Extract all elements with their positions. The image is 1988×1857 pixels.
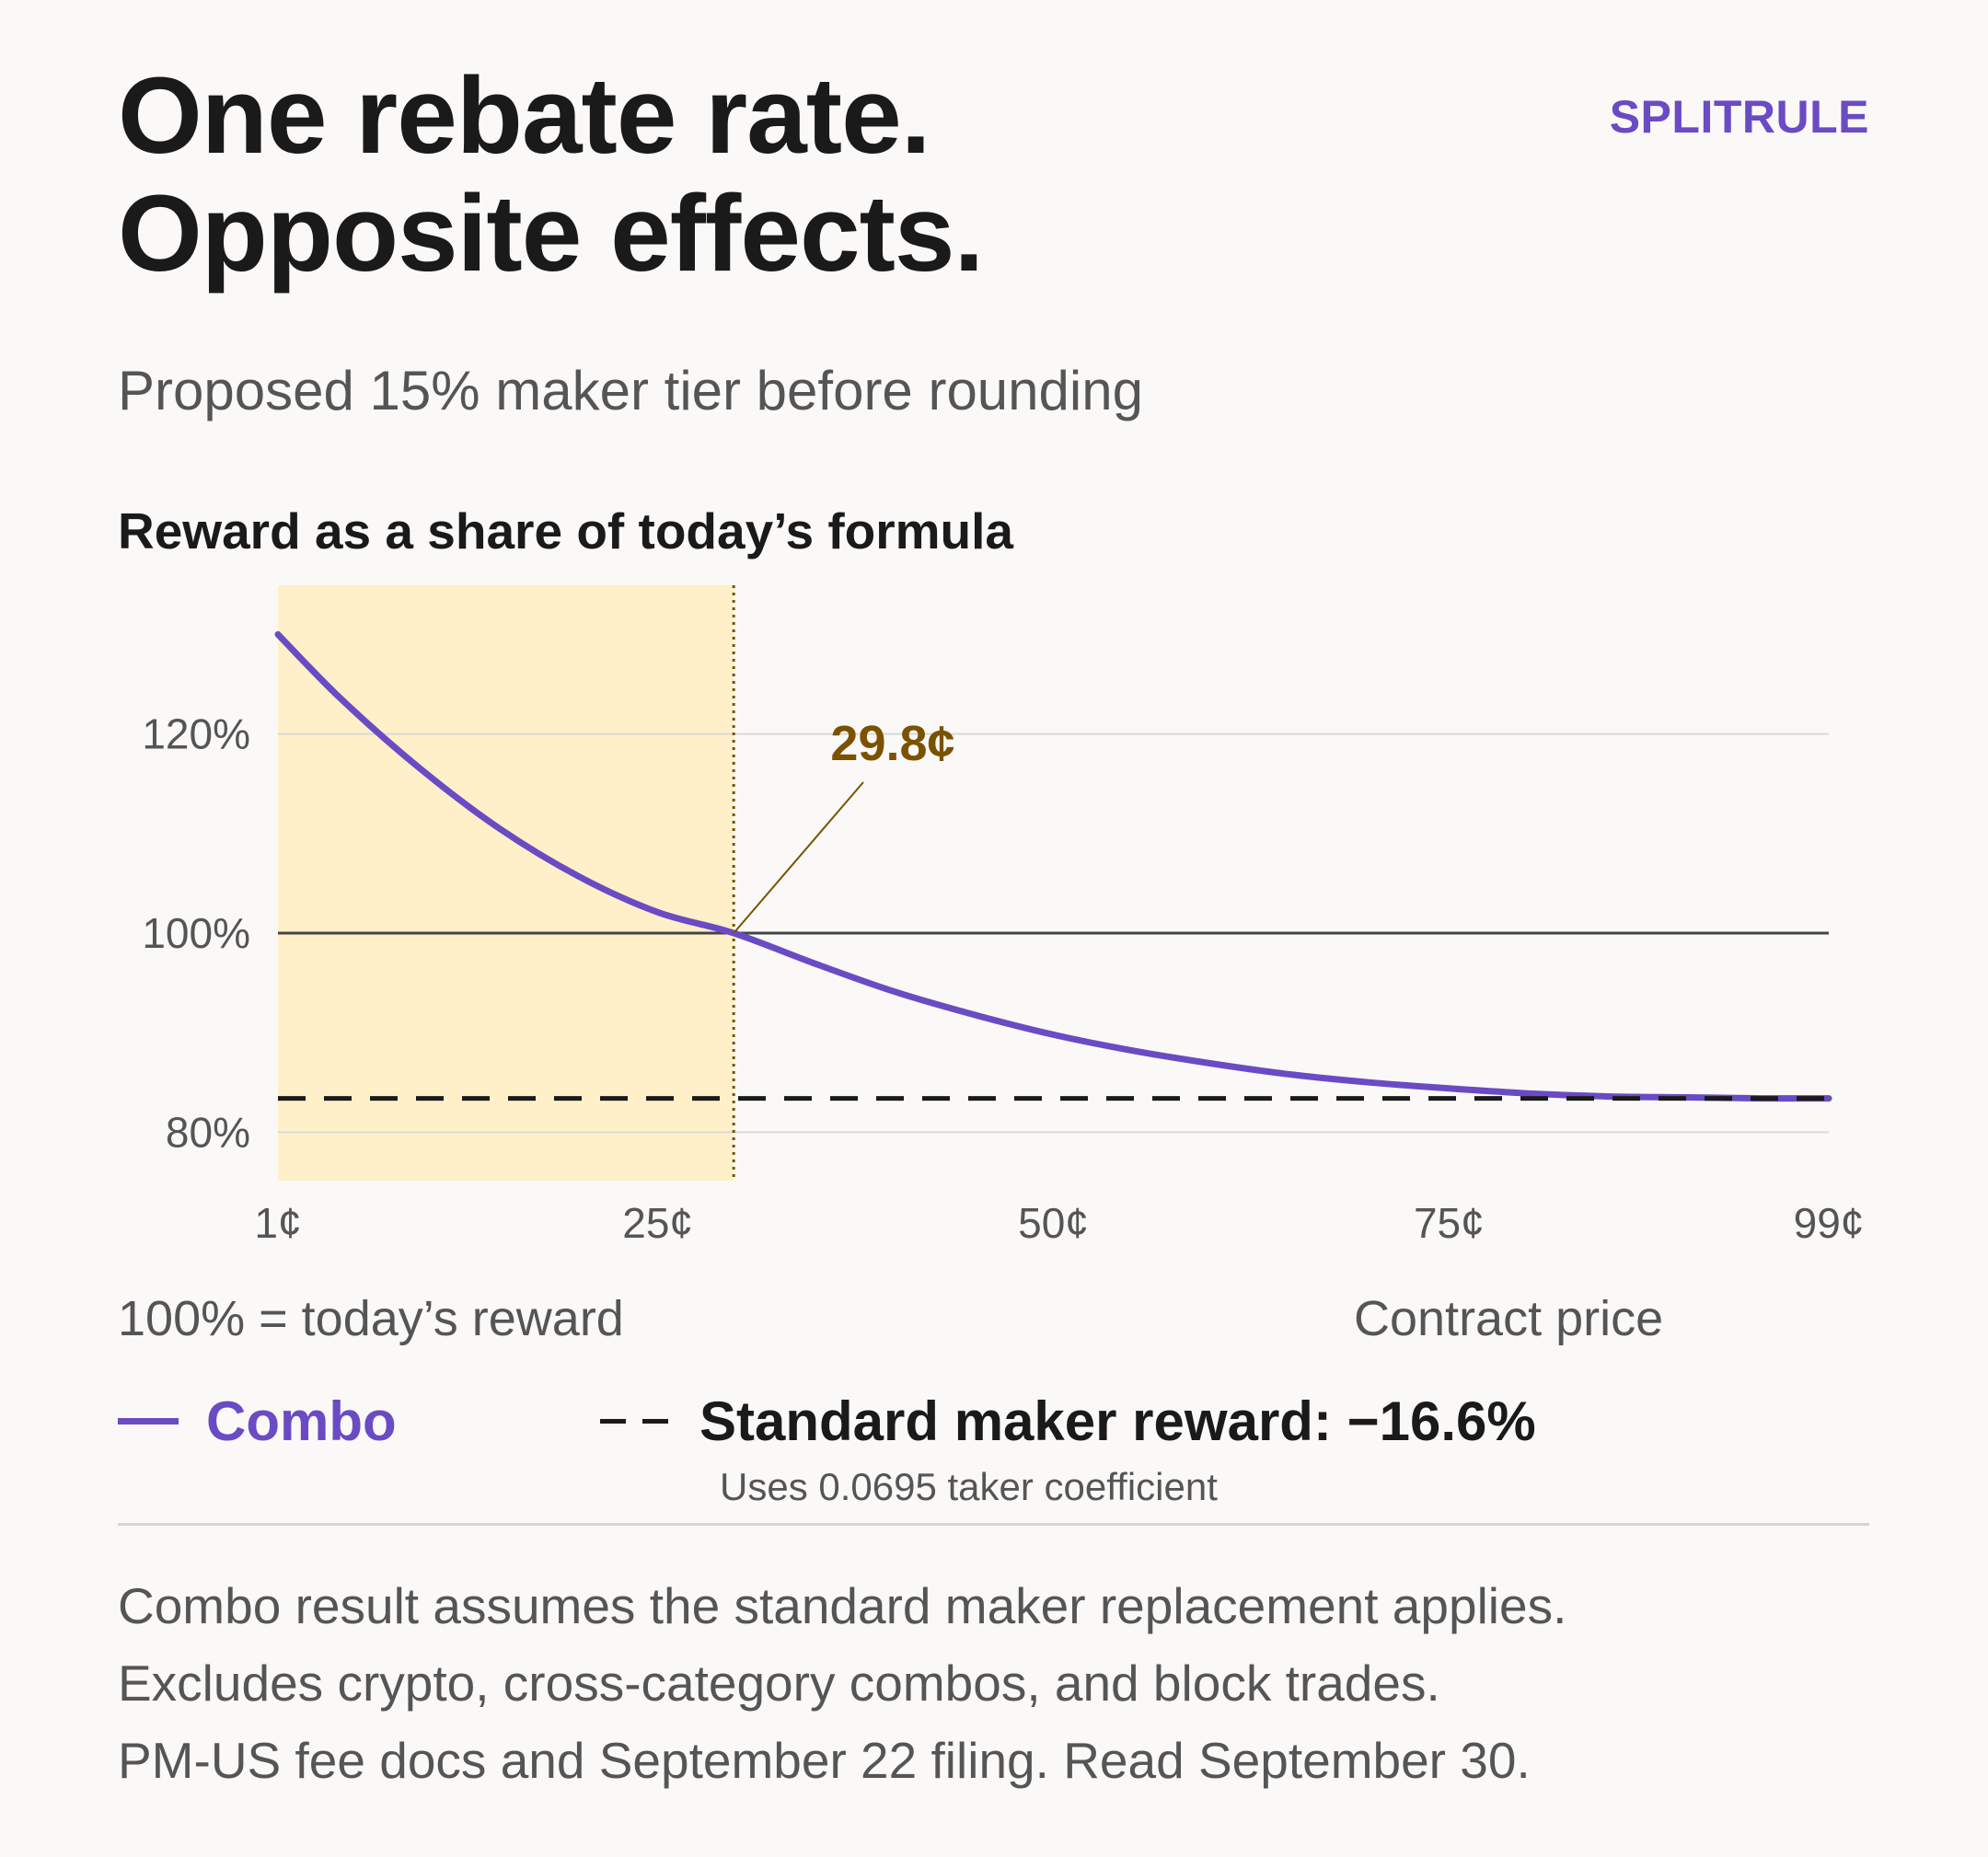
legend-combo: Combo [118, 1390, 397, 1453]
legend-solid-line-icon [118, 1418, 179, 1424]
page-title: One rebate rate. Opposite effects. [118, 55, 984, 294]
footnotes: Combo result assumes the standard maker … [118, 1567, 1566, 1799]
legend-dashed-line-icon [600, 1419, 668, 1424]
x-axis-label: Contract price [1354, 1291, 1664, 1346]
line-chart: 80% 100% 120% 1¢ 25¢ 50¢ 75¢ 99¢ 29.8¢ [142, 585, 1865, 1247]
title-line-2: Opposite effects. [118, 173, 984, 294]
brand-logo: SPLITRULE [1609, 91, 1869, 143]
legend-standard-label: Standard maker reward: −16.6% [699, 1390, 1536, 1452]
y-tick-label: 100% [142, 909, 250, 957]
y-tick-label: 80% [166, 1108, 250, 1156]
chart-title: Reward as a share of today’s formula [118, 502, 1014, 559]
footnote: PM-US fee docs and September 22 filing. … [118, 1732, 1531, 1789]
subtitle: Proposed 15% maker tier before rounding [118, 360, 1143, 421]
highlight-region [278, 585, 734, 1181]
y-axis-note: 100% = today’s reward [118, 1291, 624, 1346]
divider [118, 1523, 1869, 1526]
legend-standard-note: Uses 0.0695 taker coefficient [720, 1465, 1218, 1508]
annotation-leader-line [733, 781, 864, 934]
x-tick-label: 75¢ [1414, 1199, 1485, 1247]
x-tick-label: 25¢ [622, 1199, 693, 1247]
y-tick-label: 120% [142, 710, 250, 758]
x-tick-label: 1¢ [254, 1199, 301, 1247]
footnote: Excludes crypto, cross-category combos, … [118, 1655, 1440, 1712]
x-tick-label: 99¢ [1794, 1199, 1865, 1247]
legend-standard: Standard maker reward: −16.6% [600, 1390, 1536, 1453]
x-tick-label: 50¢ [1018, 1199, 1089, 1247]
crossover-annotation-label: 29.8¢ [830, 716, 954, 771]
legend-combo-label: Combo [206, 1390, 397, 1452]
combo-series-line [274, 630, 1832, 1102]
title-line-1: One rebate rate. [118, 55, 930, 177]
footnote: Combo result assumes the standard maker … [118, 1577, 1567, 1634]
